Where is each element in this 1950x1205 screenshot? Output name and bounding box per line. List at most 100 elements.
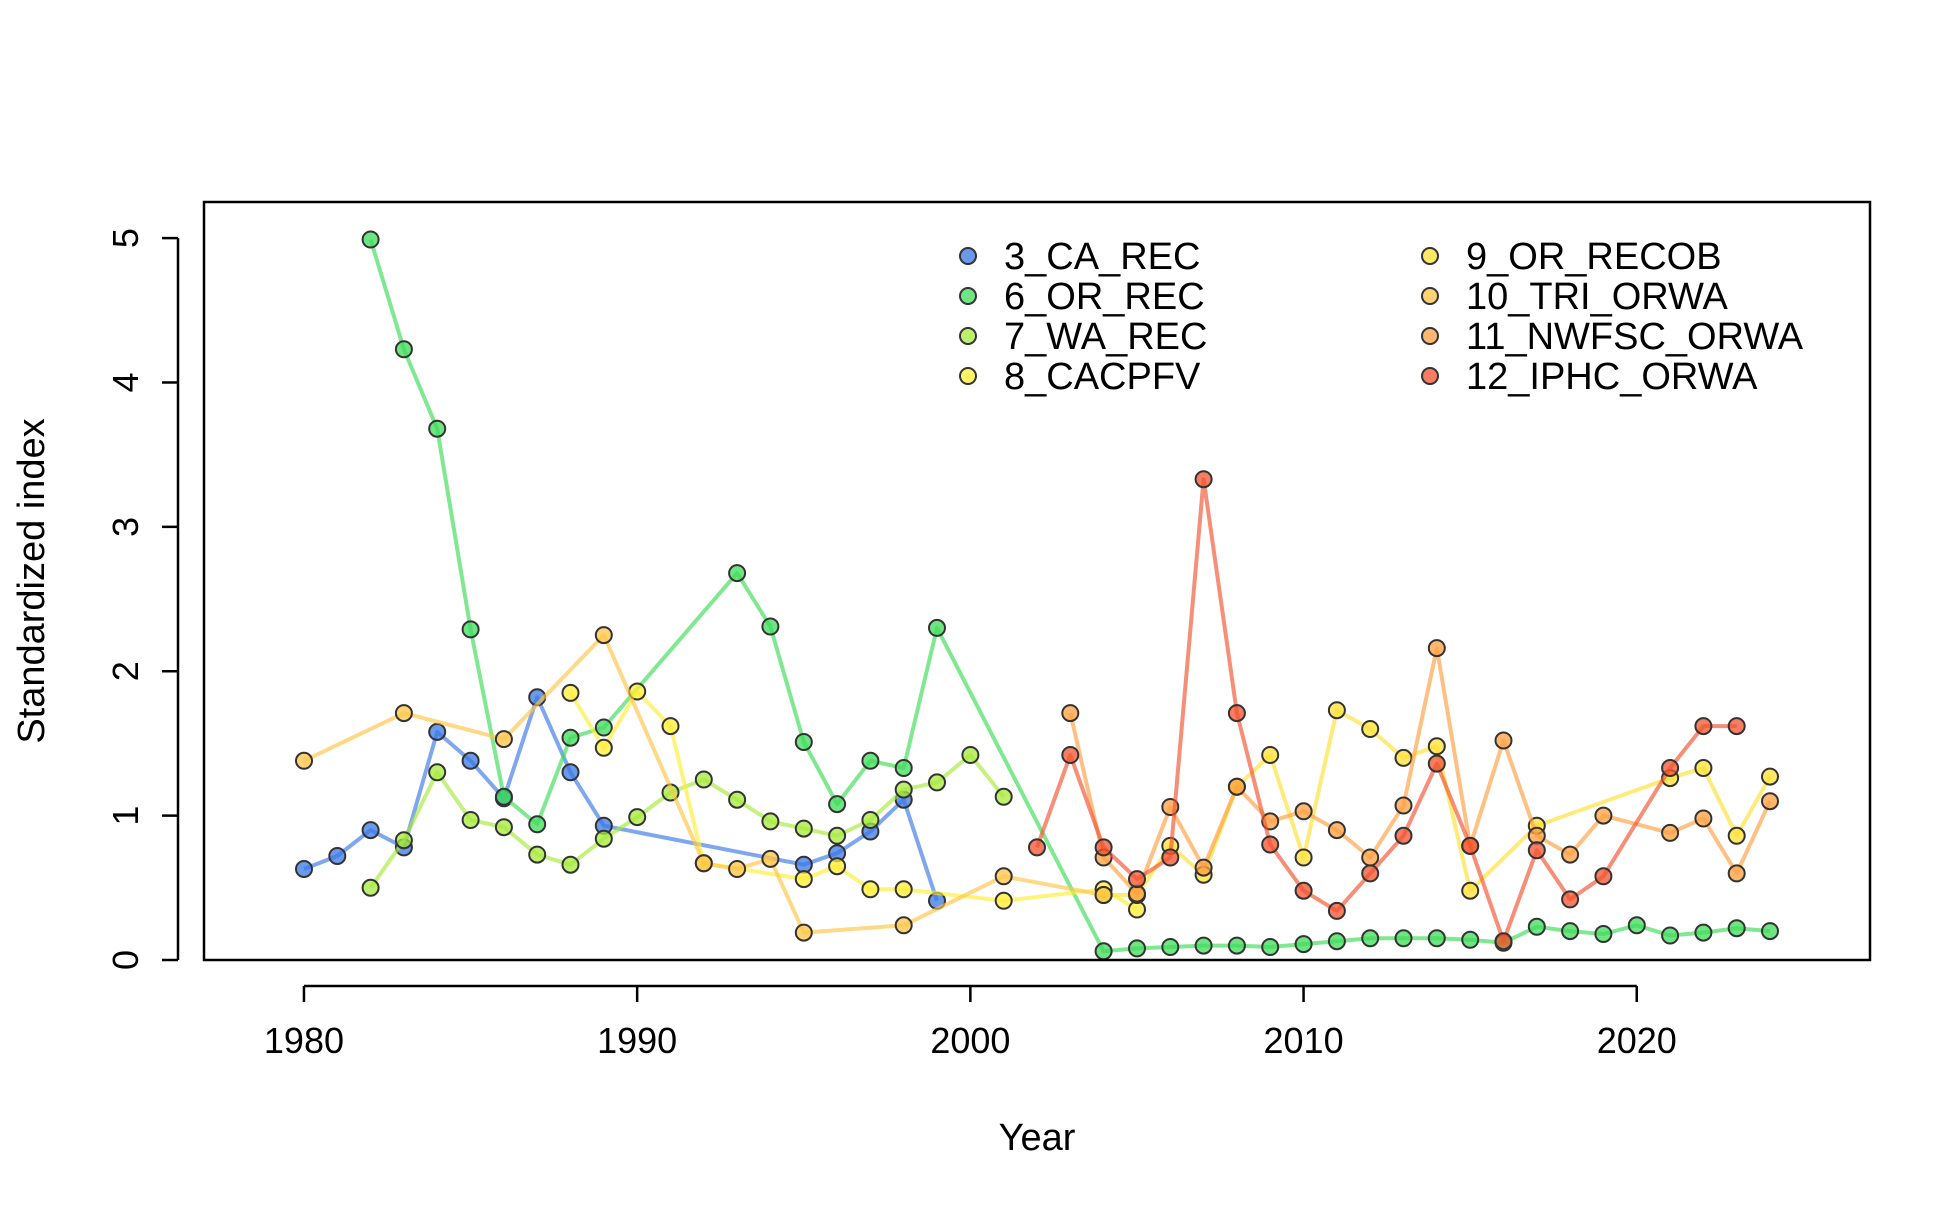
data-point bbox=[1327, 821, 1346, 840]
axis-layer: 1980 1990 2000 2010 2020 0 1 2 3 4 5 bbox=[105, 228, 1677, 1061]
data-point bbox=[1661, 759, 1680, 777]
data-point bbox=[1061, 746, 1080, 764]
data-point bbox=[994, 891, 1013, 910]
data-point bbox=[1694, 923, 1713, 942]
data-point bbox=[361, 821, 380, 840]
data-point bbox=[1161, 848, 1180, 867]
data-point bbox=[594, 718, 613, 737]
legend-item: 7_WA_REC bbox=[959, 316, 1207, 358]
data-point bbox=[461, 751, 480, 770]
x-tick-label: 2010 bbox=[1264, 1020, 1344, 1061]
y-tick-label: 1 bbox=[105, 806, 146, 826]
data-point bbox=[1161, 938, 1180, 956]
data-point bbox=[1394, 748, 1413, 767]
x-axis-label: Year bbox=[999, 1117, 1076, 1159]
y-tick-label: 3 bbox=[105, 517, 146, 537]
legend-label: 10_TRI_ORWA bbox=[1466, 276, 1729, 318]
data-point bbox=[1194, 470, 1213, 489]
data-point bbox=[428, 763, 447, 782]
data-point bbox=[1694, 809, 1713, 828]
data-point bbox=[361, 878, 380, 897]
data-point bbox=[428, 722, 447, 741]
data-point bbox=[1128, 870, 1146, 889]
data-point bbox=[861, 811, 880, 829]
data-point bbox=[1427, 639, 1446, 658]
data-point bbox=[361, 230, 380, 249]
data-point bbox=[1194, 858, 1213, 877]
data-point bbox=[1361, 864, 1380, 883]
data-point bbox=[494, 818, 513, 837]
data-point bbox=[894, 780, 913, 799]
data-point bbox=[1694, 717, 1713, 736]
x-tick-label: 1990 bbox=[597, 1020, 677, 1061]
data-point bbox=[1727, 864, 1746, 883]
data-point bbox=[794, 733, 813, 751]
data-point bbox=[761, 617, 780, 636]
data-point bbox=[1261, 835, 1280, 854]
data-point bbox=[1094, 942, 1113, 961]
legend-item: 11_NWFSC_ORWA bbox=[1421, 316, 1804, 358]
data-point bbox=[1061, 704, 1080, 723]
legend-item: 12_IPHC_ORWA bbox=[1421, 356, 1758, 398]
legend-marker bbox=[1421, 287, 1439, 305]
data-point bbox=[1227, 936, 1246, 955]
data-point bbox=[328, 847, 347, 865]
x-tick-label: 1980 bbox=[264, 1020, 344, 1061]
legend-item: 8_CACPFV bbox=[959, 356, 1201, 398]
data-point bbox=[1261, 938, 1280, 956]
data-point bbox=[1194, 936, 1213, 955]
data-point bbox=[1727, 717, 1746, 736]
x-tick-label: 2000 bbox=[930, 1020, 1010, 1061]
data-point bbox=[428, 419, 447, 438]
data-point bbox=[761, 849, 780, 868]
y-tick-label: 0 bbox=[105, 950, 146, 970]
data-point bbox=[1094, 886, 1113, 904]
data-point bbox=[1227, 777, 1246, 796]
data-point bbox=[828, 795, 847, 814]
data-point bbox=[1294, 881, 1313, 900]
data-point bbox=[1627, 916, 1646, 935]
data-point bbox=[394, 831, 413, 850]
data-point bbox=[1761, 767, 1779, 786]
series-7_WA_REC bbox=[361, 746, 1013, 897]
data-point bbox=[1461, 881, 1480, 900]
data-point bbox=[594, 738, 613, 757]
data-point bbox=[394, 704, 413, 723]
data-point bbox=[1261, 746, 1280, 764]
data-point bbox=[494, 730, 513, 749]
y-tick-label: 5 bbox=[105, 228, 146, 248]
data-point bbox=[661, 717, 680, 736]
data-point bbox=[1561, 845, 1580, 864]
series-9_OR_RECOB bbox=[1094, 701, 1779, 904]
y-tick-label: 4 bbox=[105, 372, 146, 392]
data-point bbox=[894, 916, 913, 935]
data-point bbox=[1294, 802, 1313, 821]
data-point bbox=[1294, 848, 1313, 867]
data-point bbox=[1461, 930, 1480, 949]
data-point bbox=[1327, 701, 1346, 720]
legend-label: 8_CACPFV bbox=[1004, 356, 1201, 398]
data-point bbox=[994, 867, 1013, 886]
data-point bbox=[1494, 731, 1513, 750]
data-point bbox=[1028, 838, 1046, 857]
data-point bbox=[528, 815, 547, 834]
data-point bbox=[1594, 806, 1613, 825]
data-point bbox=[728, 790, 747, 809]
data-point bbox=[1561, 890, 1580, 909]
data-point bbox=[761, 812, 780, 831]
legend-marker bbox=[959, 287, 977, 305]
data-point bbox=[561, 763, 580, 782]
data-point bbox=[1361, 929, 1380, 948]
data-point bbox=[861, 880, 880, 899]
data-point bbox=[461, 620, 480, 639]
data-point bbox=[594, 829, 613, 848]
series-11_NWFSC_ORWA bbox=[1061, 639, 1779, 903]
data-point bbox=[1494, 932, 1513, 951]
data-point bbox=[1128, 939, 1146, 958]
data-point bbox=[594, 626, 613, 645]
series-12_IPHC_ORWA bbox=[1028, 470, 1746, 951]
data-point bbox=[1594, 867, 1613, 886]
